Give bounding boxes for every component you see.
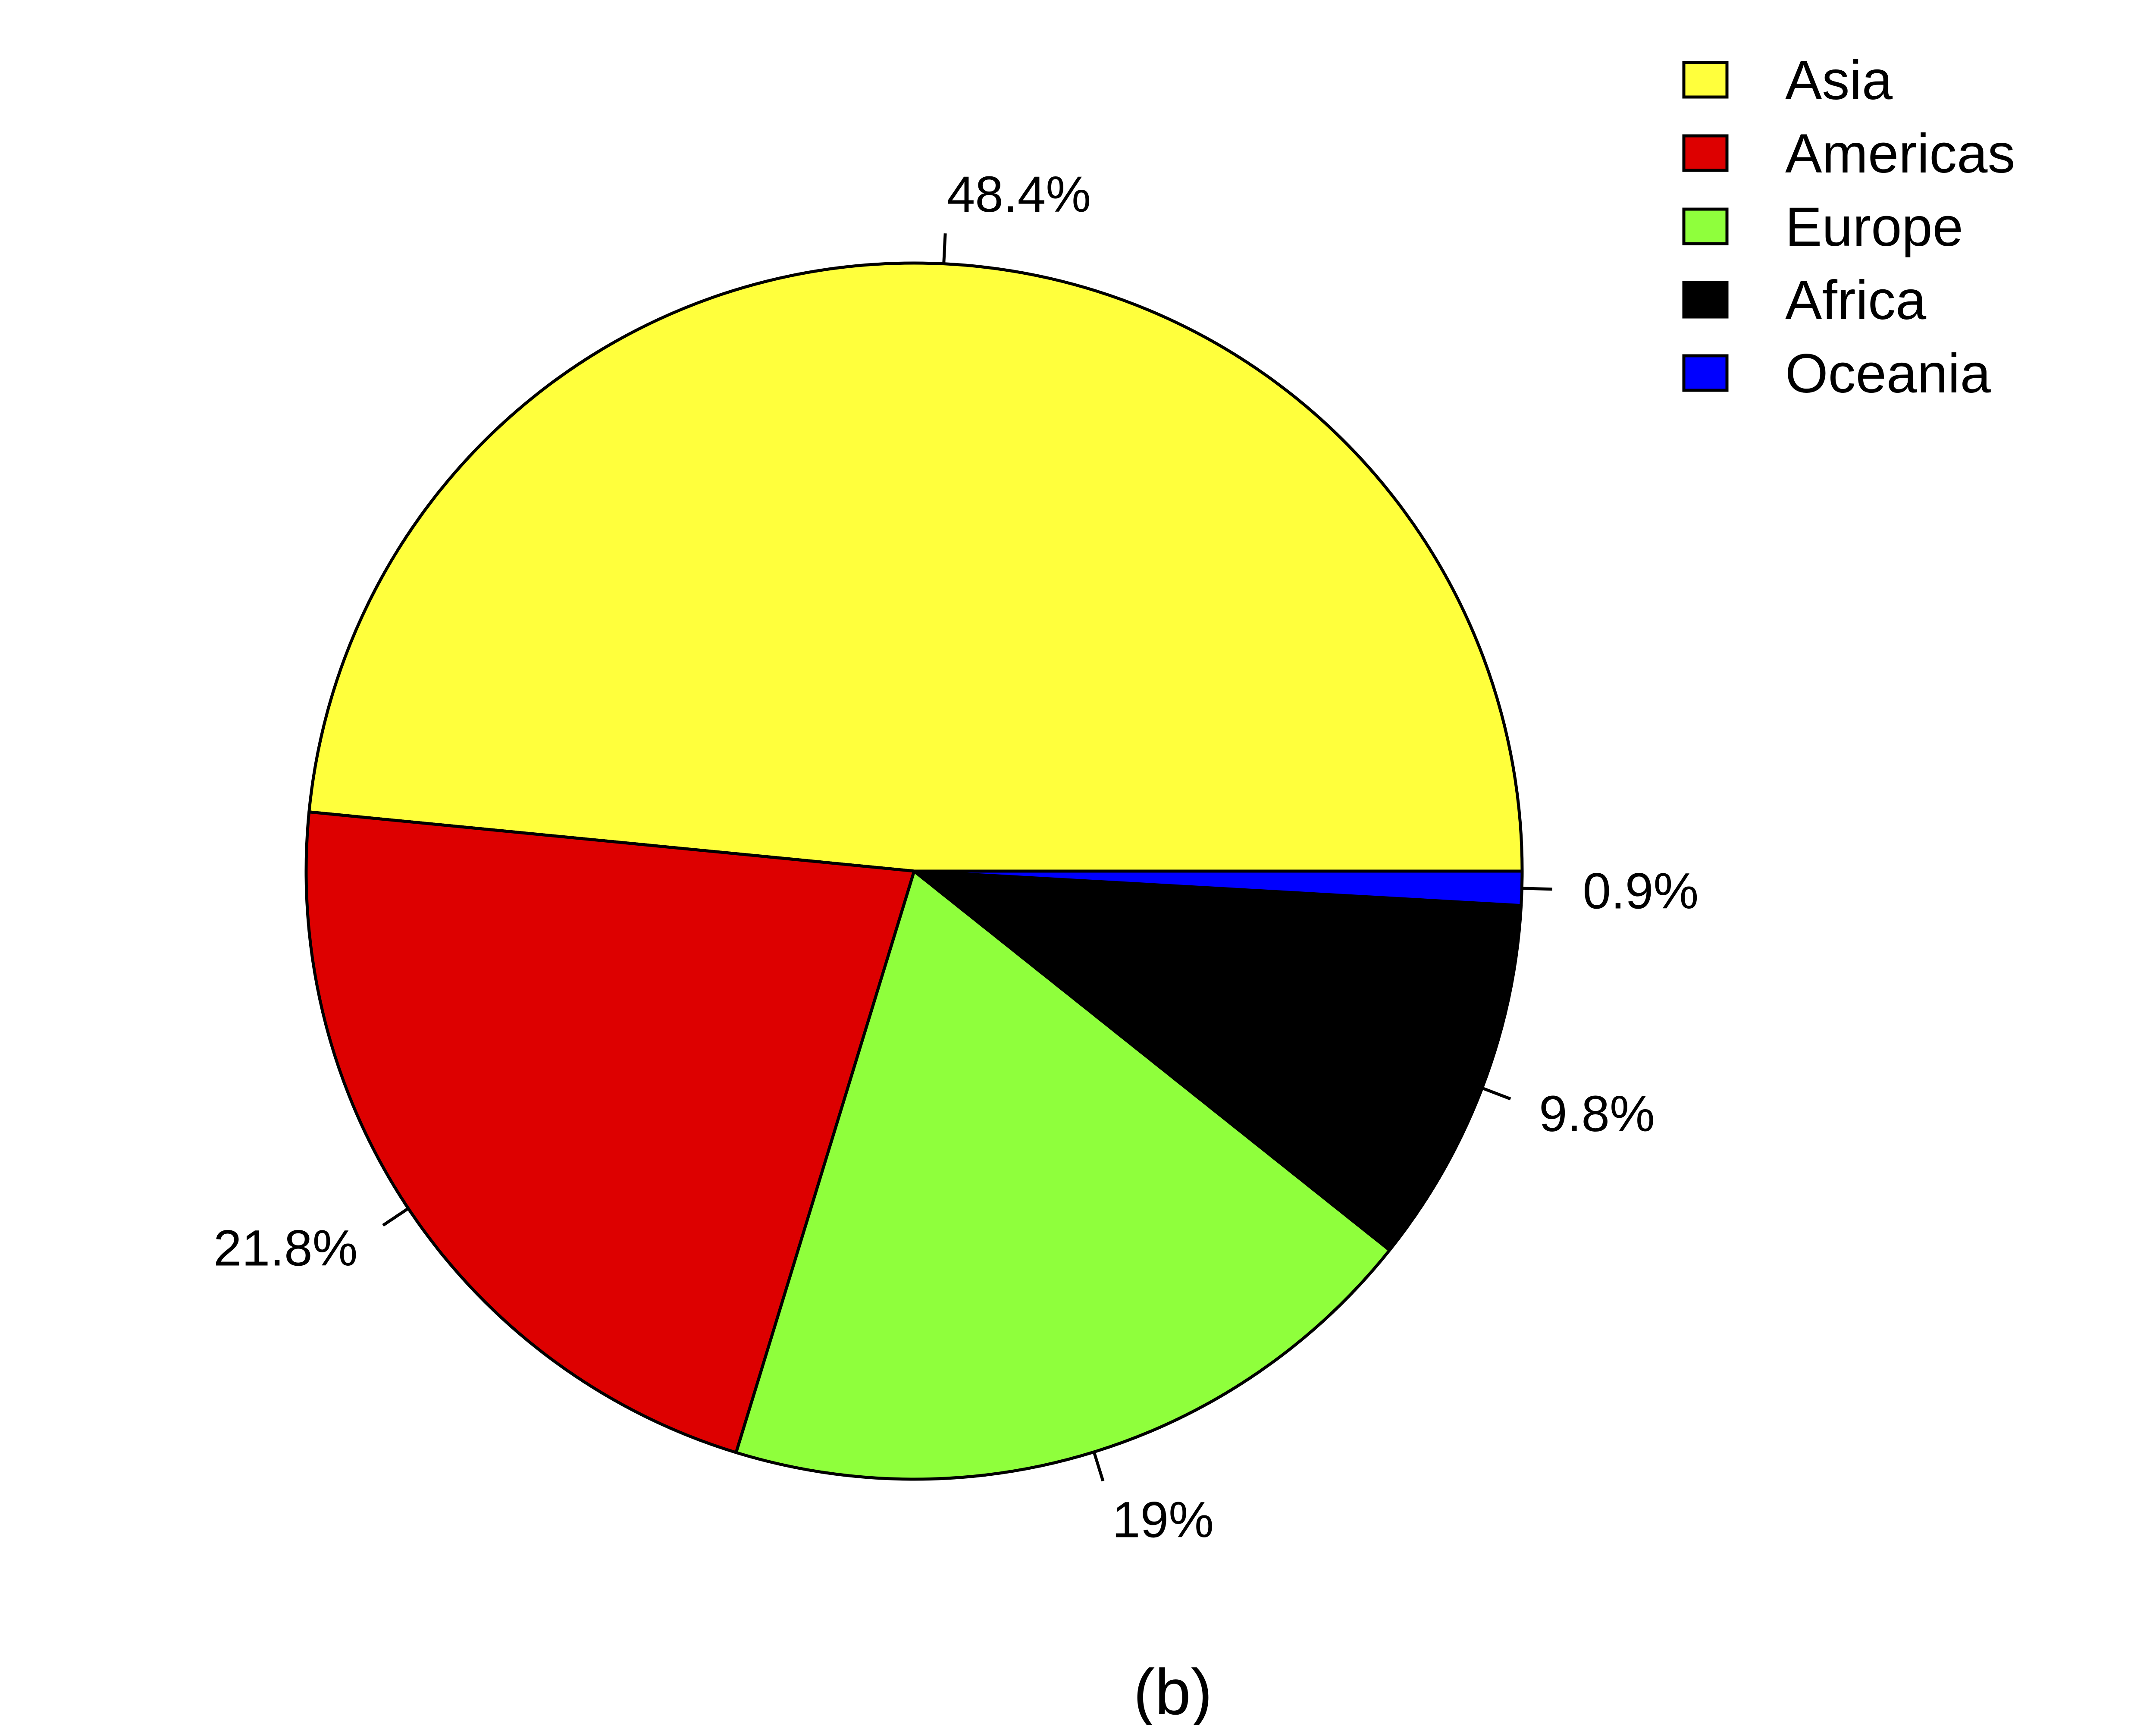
- tick-asia: [942, 233, 947, 264]
- slice-oceania: [912, 869, 1524, 907]
- label-europe: 19%: [1112, 1492, 1214, 1549]
- tick-europe: [1092, 1451, 1105, 1482]
- legend-swatch-americas: [1682, 134, 1729, 172]
- legend-label-americas: Americas: [1785, 123, 2015, 185]
- label-oceania: 0.9%: [1583, 863, 1698, 920]
- pie-slices: [304, 261, 1524, 1481]
- label-americas: 21.8%: [213, 1220, 358, 1277]
- legend-label-europe: Europe: [1785, 196, 1963, 258]
- legend-label-africa: Africa: [1785, 270, 1927, 331]
- tick-americas: [382, 1207, 409, 1227]
- slice-africa: [912, 869, 1523, 1252]
- legend-label-asia: Asia: [1785, 50, 1893, 111]
- label-asia: 48.4%: [947, 166, 1091, 223]
- chart-caption: (b): [1133, 1656, 1212, 1725]
- legend-swatch-africa: [1682, 281, 1729, 319]
- legend-swatch-asia: [1682, 61, 1729, 99]
- legend-swatch-oceania: [1682, 354, 1729, 392]
- legend: Asia Americas Europe Africa Oceania: [1682, 50, 2015, 405]
- label-africa: 9.8%: [1539, 1085, 1655, 1142]
- pie-label-ticks: [382, 233, 1553, 1482]
- legend-swatch-europe: [1682, 207, 1729, 245]
- legend-label-oceania: Oceania: [1785, 343, 1991, 405]
- tick-africa: [1481, 1086, 1511, 1101]
- slice-asia: [307, 261, 1524, 873]
- pie-percent-labels: 48.4% 21.8% 19% 9.8% 0.9%: [213, 166, 1698, 1549]
- tick-oceania: [1522, 887, 1553, 891]
